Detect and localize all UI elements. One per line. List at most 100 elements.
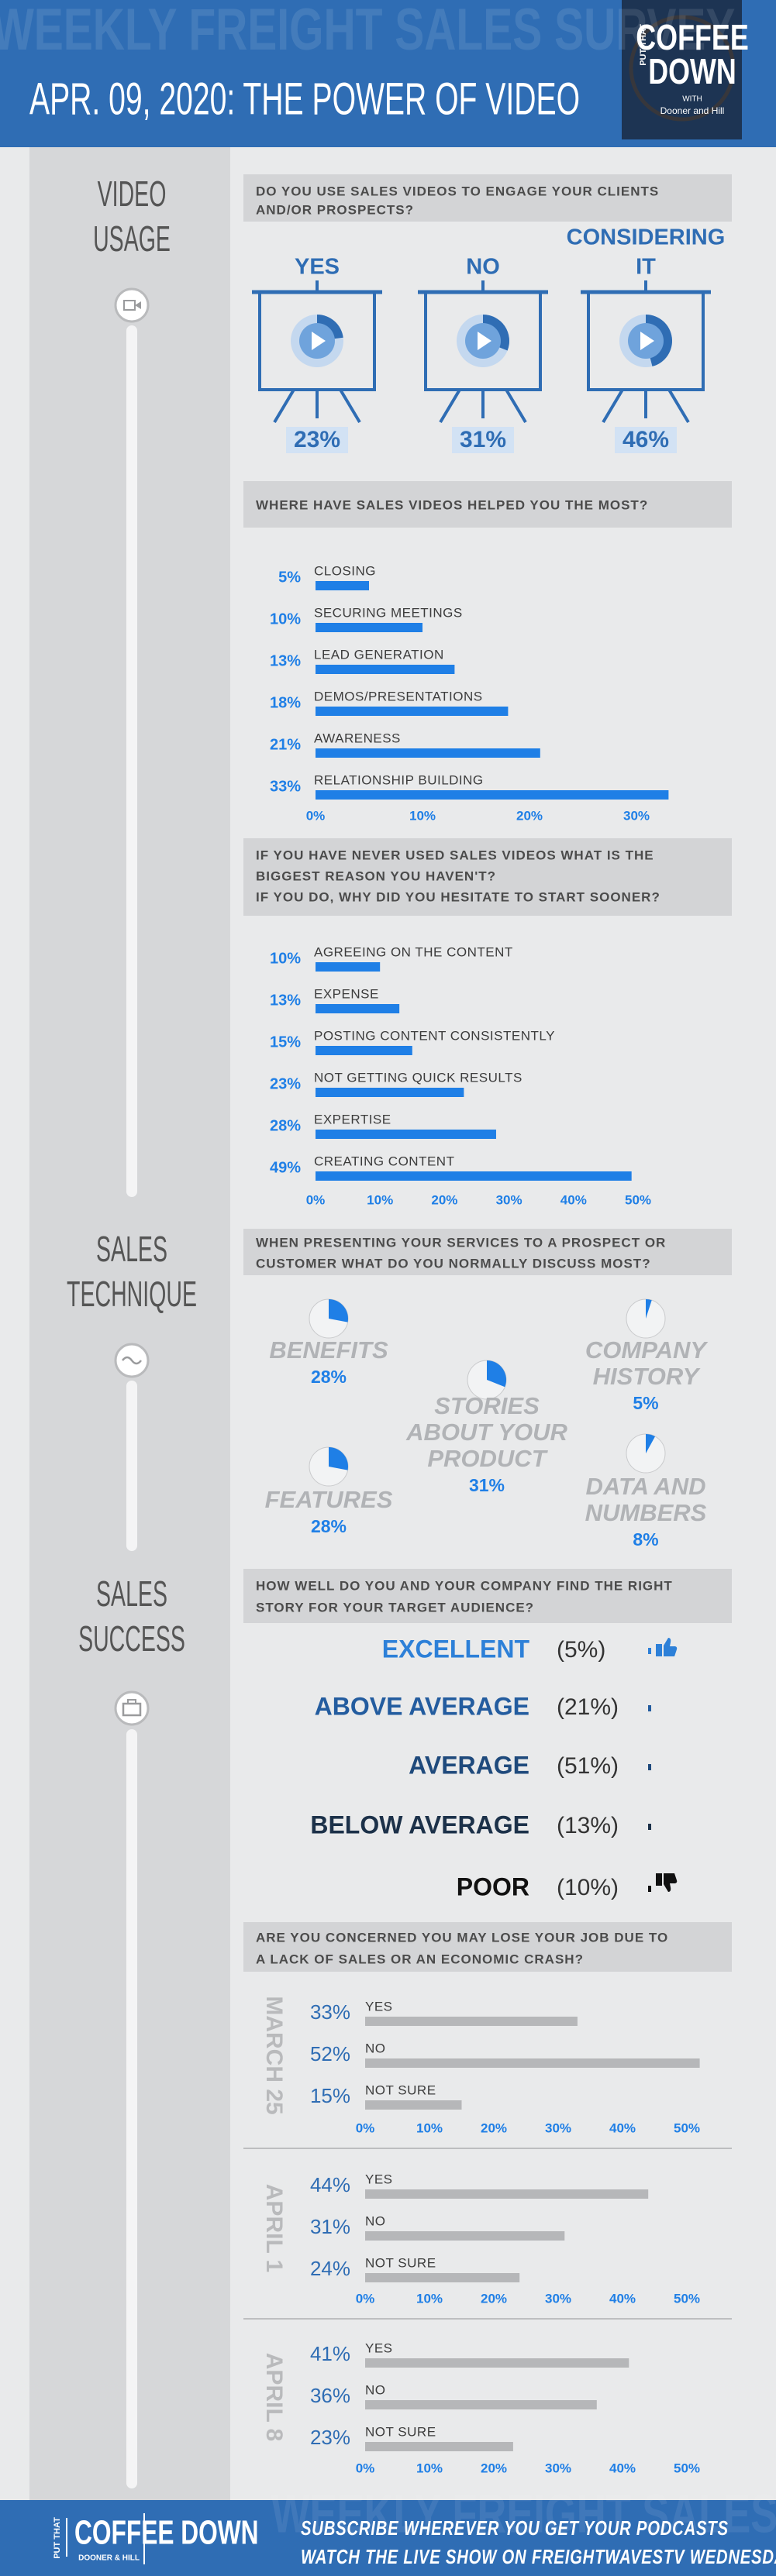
- bar-category: NOT SURE: [365, 2082, 436, 2097]
- x-tick-label: 20%: [481, 2291, 507, 2306]
- question-box: [243, 174, 732, 222]
- question-text: CUSTOMER WHAT DO YOU NORMALLY DISCUSS MO…: [256, 1256, 651, 1271]
- bar-category: LEAD GENERATION: [314, 647, 444, 662]
- title: APR. 09, 2020: THE POWER OF VIDEO: [29, 74, 580, 124]
- bar: [365, 2231, 565, 2241]
- pie-label: DATA AND: [586, 1473, 706, 1500]
- x-tick-label: 20%: [516, 808, 543, 823]
- x-tick-label: 10%: [367, 1192, 393, 1207]
- section-label: USAGE: [93, 219, 171, 260]
- pie-value-label: 28%: [311, 1367, 347, 1387]
- section-label: SUCCESS: [78, 1619, 185, 1659]
- question-text: A LACK OF SALES OR AN ECONOMIC CRASH?: [256, 1952, 584, 1966]
- x-tick-label: 10%: [416, 2120, 443, 2135]
- bar: [365, 2273, 520, 2282]
- x-tick-label: 0%: [306, 808, 326, 823]
- bar-category: YES: [365, 2340, 393, 2355]
- value-label: 23%: [294, 427, 340, 452]
- bar: [316, 707, 509, 716]
- rating-label: ABOVE AVERAGE: [315, 1692, 529, 1720]
- x-tick-label: 20%: [481, 2461, 507, 2475]
- pie-slice: [329, 1299, 348, 1322]
- bar-category: YES: [365, 1999, 393, 2014]
- pie-label: BENEFITS: [269, 1336, 388, 1364]
- bar: [316, 1171, 632, 1181]
- value-box: [452, 427, 514, 453]
- logo-top: PUT THAT: [639, 24, 648, 66]
- option-label: IT: [636, 255, 656, 280]
- watermark: WEEKLY FREIGHT SALES SURVEY: [0, 0, 735, 63]
- value-label: 46%: [623, 427, 669, 452]
- footer-line: WATCH THE LIVE SHOW ON FREIGHTWAVESTV WE…: [301, 2545, 776, 2567]
- x-tick-label: 30%: [545, 2461, 571, 2475]
- x-tick-label: 30%: [545, 2291, 571, 2306]
- x-tick-label: 0%: [356, 2291, 375, 2306]
- option-label: NO: [466, 255, 500, 280]
- bar-value-label: 18%: [270, 694, 301, 711]
- bar-category: YES: [365, 2172, 393, 2186]
- bar-category: NO: [365, 2382, 386, 2397]
- pie-label: COMPANY: [585, 1336, 709, 1364]
- question-text: ARE YOU CONCERNED YOU MAY LOSE YOUR JOB …: [256, 1930, 668, 1945]
- bar-category: RELATIONSHIP BUILDING: [314, 772, 484, 787]
- bar-category: AGREEING ON THE CONTENT: [314, 944, 513, 959]
- x-tick-label: 40%: [609, 2461, 636, 2475]
- bar-category: NO: [365, 2213, 386, 2228]
- bar: [316, 1130, 496, 1139]
- question-text: WHERE HAVE SALES VIDEOS HELPED YOU THE M…: [256, 497, 648, 512]
- bar-category: AWARENESS: [314, 731, 401, 745]
- bar-category: NOT SURE: [365, 2424, 436, 2439]
- group-label: APRIL 8: [261, 2353, 287, 2441]
- rating-dot: [648, 1764, 651, 1770]
- easel: [339, 388, 361, 424]
- bar-category: EXPERTISE: [314, 1112, 391, 1126]
- x-tick-label: 50%: [674, 2461, 700, 2475]
- x-tick-label: 10%: [409, 808, 436, 823]
- bar-value-label: 52%: [310, 2042, 350, 2065]
- question-text: WHEN PRESENTING YOUR SERVICES TO A PROSP…: [256, 1235, 666, 1250]
- rating-dot: [648, 1648, 651, 1654]
- x-tick-label: 50%: [674, 2120, 700, 2135]
- easel: [505, 388, 527, 424]
- bar-value-label: 23%: [270, 1075, 301, 1092]
- bar: [365, 2058, 700, 2068]
- bar-value-label: 24%: [310, 2257, 350, 2280]
- bar-value-label: 41%: [310, 2342, 350, 2365]
- bar-value-label: 15%: [270, 1033, 301, 1051]
- footer-sub: DOONER & HILL: [78, 2554, 140, 2563]
- pie-slice: [646, 1299, 652, 1319]
- value-box: [286, 427, 348, 453]
- option-label: CONSIDERING: [567, 225, 726, 250]
- rating-label: AVERAGE: [409, 1751, 529, 1779]
- pie-label: PRODUCT: [427, 1445, 548, 1472]
- x-tick-label: 0%: [356, 2461, 375, 2475]
- rating-label: POOR: [457, 1873, 529, 1900]
- footer-band: [0, 2500, 776, 2576]
- footer-brand: COFFEE DOWN: [74, 2514, 259, 2552]
- bar-value-label: 33%: [310, 2000, 350, 2024]
- pie-slice: [487, 1360, 506, 1388]
- bar-category: NOT SURE: [365, 2255, 436, 2270]
- group-label: APRIL 1: [261, 2184, 287, 2272]
- bar: [365, 2442, 513, 2451]
- pie-slice: [329, 1447, 348, 1470]
- x-tick-label: 50%: [674, 2291, 700, 2306]
- question-box: [243, 1229, 732, 1275]
- rating-value: (5%): [557, 1637, 605, 1663]
- group-label: MARCH 25: [261, 1996, 287, 2114]
- bar: [316, 581, 369, 590]
- bar-value-label: 10%: [270, 950, 301, 967]
- bar: [316, 665, 455, 674]
- pie-value-label: 8%: [633, 1529, 658, 1549]
- pie-label: ABOUT YOUR: [405, 1419, 567, 1446]
- watermark: WEEKLY FREIGHT SALES SURVEY: [271, 2484, 776, 2544]
- bar: [316, 748, 540, 758]
- logo-main: DOWN: [648, 52, 736, 91]
- bar-category: NOT GETTING QUICK RESULTS: [314, 1070, 523, 1085]
- question-text: IF YOU HAVE NEVER USED SALES VIDEOS WHAT…: [256, 848, 654, 862]
- x-tick-label: 30%: [545, 2120, 571, 2135]
- icon: [114, 287, 150, 323]
- bar: [316, 1046, 412, 1055]
- section-label: SALES: [96, 1230, 167, 1270]
